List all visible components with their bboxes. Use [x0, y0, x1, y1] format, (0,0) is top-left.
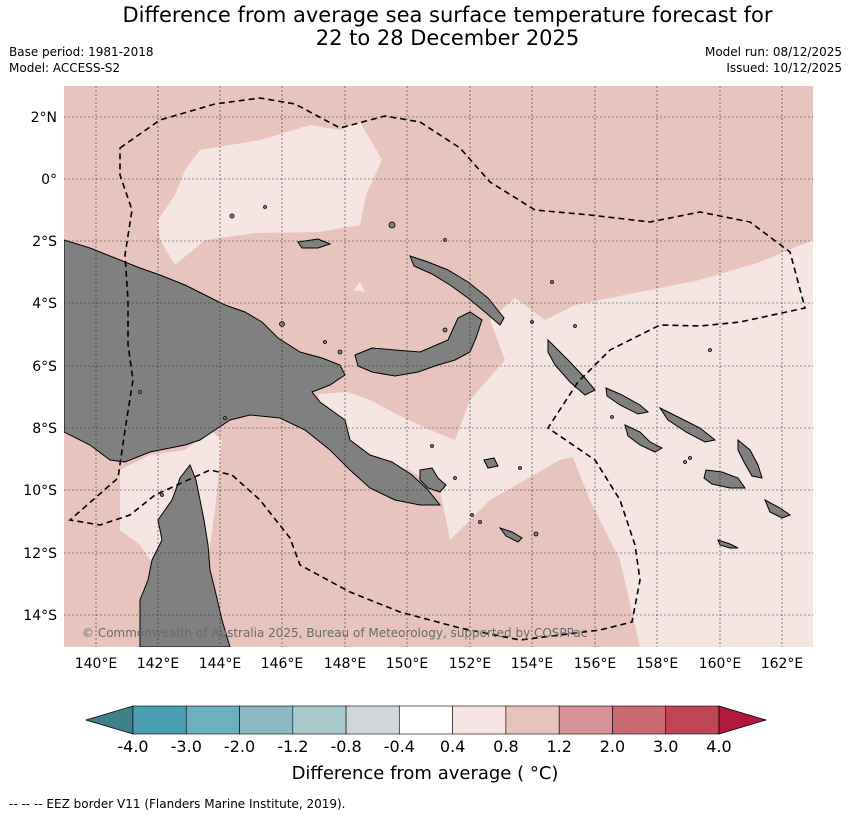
colorbar-segment — [558, 705, 613, 735]
lat-label: 2°S — [32, 234, 57, 250]
lat-label: 6°S — [32, 359, 57, 375]
lon-label: 148°E — [324, 656, 367, 672]
lat-label: 8°S — [32, 421, 57, 437]
lon-label: 160°E — [699, 656, 742, 672]
anomaly-0.4-0.8-small — [354, 282, 365, 292]
colorbar-tick-label: -2.0 — [224, 737, 255, 756]
dentrecasteaux-land — [419, 467, 447, 493]
title-line-2: 22 to 28 December 2025 — [315, 26, 580, 50]
solomon-santa-isabel-land — [658, 406, 717, 443]
lat-label: 12°S — [23, 546, 57, 562]
colorbar-segment — [505, 705, 560, 735]
latitude-labels: 2°N 0° 2°S 4°S 6°S 8°S 10°S 12°S 14°S — [23, 110, 57, 624]
lon-label: 156°E — [574, 656, 617, 672]
lat-label: 0° — [41, 172, 57, 188]
lat-label: 2°N — [31, 110, 57, 126]
rennell-land — [717, 539, 739, 549]
new-britain-land — [354, 311, 483, 377]
lon-label: 140°E — [75, 656, 118, 672]
lat-label: 10°S — [23, 483, 57, 499]
solomon-choiseul-land — [605, 387, 650, 415]
copyright-text: © Commonwealth of Australia 2025, Bureau… — [82, 626, 587, 640]
colorbar-tick-label: -3.0 — [171, 737, 202, 756]
colorbar-segment — [452, 705, 507, 735]
colorbar-tick-label: 3.0 — [653, 737, 678, 756]
colorbar-ticks: -4.0 -3.0 -2.0 -1.2 -0.8 -0.4 0.4 0.8 1.2 2.0 3.0 4… — [117, 737, 731, 756]
colorbar-tick-label: 0.4 — [440, 737, 465, 756]
lon-label: 150°E — [386, 656, 429, 672]
lon-label: 154°E — [511, 656, 554, 672]
colorbar-segment — [345, 705, 400, 735]
model-run: Model run: 08/12/2025 — [704, 45, 842, 59]
colorbar-tick-label: -4.0 — [117, 737, 148, 756]
meta-right: Model run: 08/12/2025 Issued: 10/12/2025 — [705, 44, 842, 76]
colorbar-segment — [239, 705, 294, 735]
colorbar: -4.0 -3.0 -2.0 -1.2 -0.8 -0.4 0.4 0.8 1.2 2.0 3.0 4… — [84, 705, 768, 756]
anomaly-0.4-0.8-north — [158, 122, 382, 265]
colorbar-tick-label: -0.4 — [384, 737, 415, 756]
colorbar-segment — [185, 705, 240, 735]
woodlark-land — [483, 457, 499, 469]
meta-left: Base period: 1981-2018 Model: ACCESS-S2 — [9, 44, 154, 76]
colorbar-segment — [132, 705, 187, 735]
small-islands — [138, 205, 712, 537]
solomon-makira-land — [764, 498, 792, 519]
louisiade-land — [498, 527, 523, 543]
chart-title: Difference from average sea surface temp… — [0, 4, 850, 50]
lon-label: 162°E — [761, 656, 804, 672]
colorbar-tick-label: 0.8 — [493, 737, 518, 756]
longitude-labels: 140°E 142°E 144°E 146°E 148°E 150°E 152°… — [75, 656, 804, 672]
base-period: Base period: 1981-2018 — [9, 45, 154, 59]
colorbar-tick-label: 1.2 — [546, 737, 571, 756]
australia-land — [139, 463, 231, 647]
map-area: © Commonwealth of Australia 2025, Bureau… — [64, 86, 813, 647]
colorbar-tick-label: -0.8 — [330, 737, 361, 756]
title-line-1: Difference from average sea surface temp… — [122, 3, 773, 27]
lon-label: 144°E — [199, 656, 242, 672]
lon-label: 152°E — [449, 656, 492, 672]
colorbar-segment — [399, 705, 453, 735]
eez-legend-footnote: -- -- -- EEZ border V11 (Flanders Marine… — [9, 797, 346, 811]
lat-label: 4°S — [32, 296, 57, 312]
issued-date: Issued: 10/12/2025 — [726, 61, 842, 75]
colorbar-left-arrow — [84, 705, 134, 735]
solomon-malaita-land — [737, 438, 763, 479]
colorbar-tick-label: 2.0 — [600, 737, 625, 756]
bougainville-land — [547, 338, 596, 396]
solomon-guadalcanal-land — [703, 469, 746, 489]
model-name: Model: ACCESS-S2 — [9, 61, 121, 75]
graticule — [64, 86, 813, 647]
colorbar-title: Difference from average ( °C) — [291, 763, 559, 784]
colorbar-tick-label: 4.0 — [706, 737, 731, 756]
colorbar-right-arrow — [718, 705, 768, 735]
colorbar-segments — [132, 705, 720, 735]
colorbar-segment — [665, 705, 720, 735]
lon-label: 146°E — [261, 656, 304, 672]
lon-label: 158°E — [636, 656, 679, 672]
forecast-map: © Commonwealth of Australia 2025, Bureau… — [23, 86, 813, 756]
colorbar-segment — [292, 705, 347, 735]
lat-label: 14°S — [23, 608, 57, 624]
new-ireland-land — [409, 255, 505, 326]
colorbar-tick-label: -1.2 — [277, 737, 308, 756]
colorbar-segment — [612, 705, 667, 735]
lon-label: 142°E — [137, 656, 180, 672]
solomon-new-georgia-land — [624, 424, 664, 453]
